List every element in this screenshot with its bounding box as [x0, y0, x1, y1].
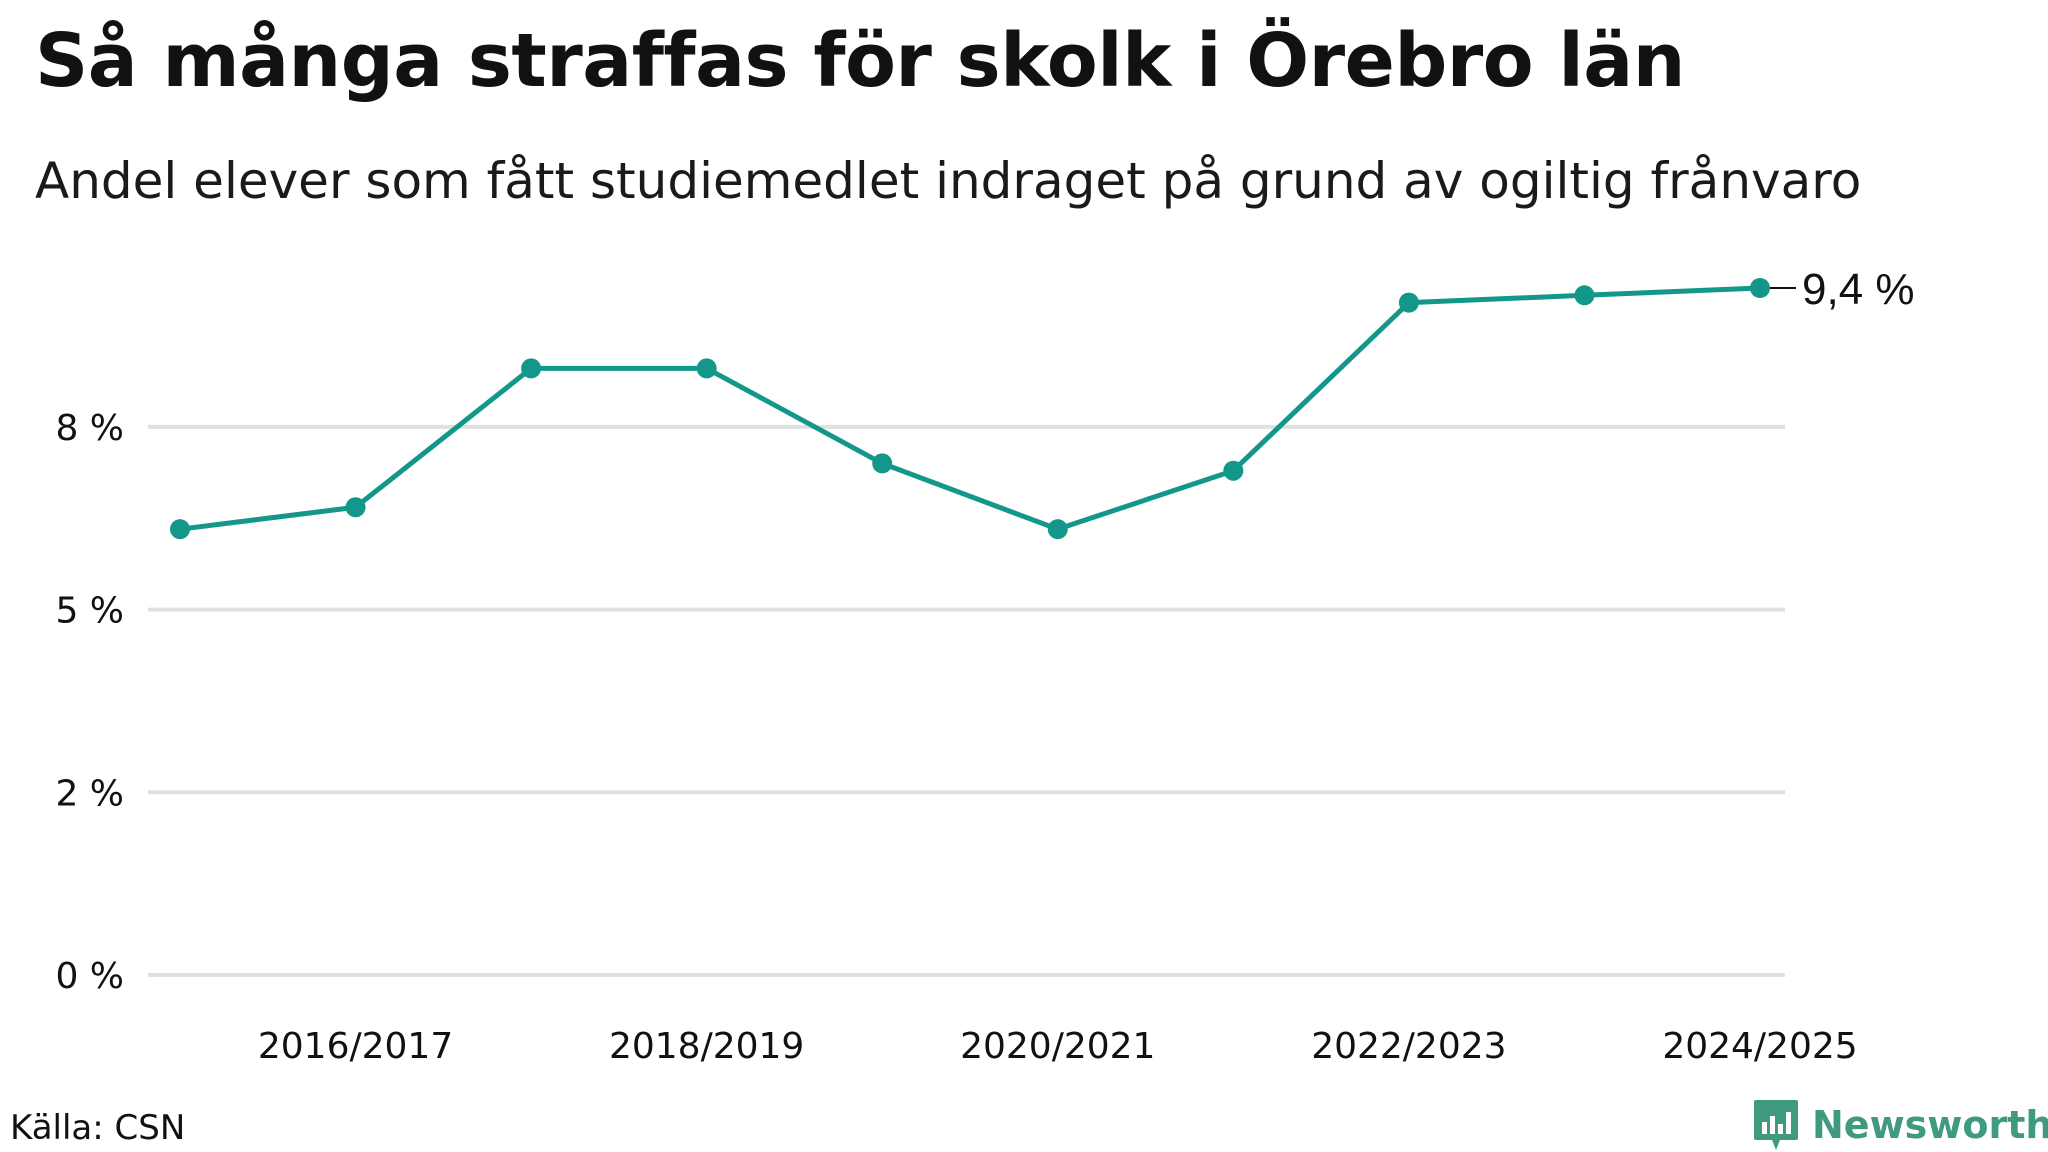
x-tick-label: 2020/2021 [960, 1026, 1155, 1067]
data-point [696, 358, 717, 379]
data-point [170, 519, 190, 540]
data-point [1398, 292, 1419, 313]
series-line-path [177, 285, 1763, 532]
line-chart: 0 % 2 % 5 % 8 % 2016/2017 2018/2019 2020/2021… [55, 265, 1915, 1067]
newsworthy-logo-text: Newsworthy [1812, 1103, 2048, 1147]
data-point [345, 497, 366, 518]
chart-subtitle: Andel elever som fått studiemedlet indra… [35, 152, 1862, 210]
x-axis-tick-labels: 2016/2017 2018/2019 2020/2021 2022/2023 2024… [258, 1026, 1858, 1067]
end-value-label: 9,4 % [1802, 265, 1915, 314]
y-tick-label: 8 % [55, 408, 124, 449]
x-tick-label: 2022/2023 [1311, 1026, 1506, 1067]
grid-lines [148, 424, 1785, 977]
newsworthy-logo-icon [1754, 1100, 1798, 1150]
y-tick-label: 5 % [55, 591, 124, 632]
x-tick-label: 2018/2019 [609, 1026, 804, 1067]
newsworthy-logo: Newsworthy [1752, 1098, 2048, 1152]
chart-title: Så många straffas för skolk i Örebro län [35, 18, 1685, 104]
y-tick-label: 2 % [55, 773, 124, 814]
data-point [521, 358, 542, 379]
data-point [1574, 285, 1595, 306]
data-point [872, 453, 893, 474]
y-tick-label: 0 % [55, 956, 124, 997]
y-axis-tick-labels: 0 % 2 % 5 % 8 % [55, 408, 124, 997]
data-points [170, 278, 1770, 540]
end-annotation: 9,4 % [1770, 265, 1915, 314]
x-tick-label: 2016/2017 [258, 1026, 453, 1067]
x-tick-label: 2024/2025 [1662, 1026, 1857, 1067]
data-point [1047, 519, 1068, 540]
series-line [177, 285, 1763, 532]
source-label: Källa: CSN [10, 1108, 186, 1148]
data-point [1223, 460, 1244, 481]
data-point [1750, 278, 1770, 298]
